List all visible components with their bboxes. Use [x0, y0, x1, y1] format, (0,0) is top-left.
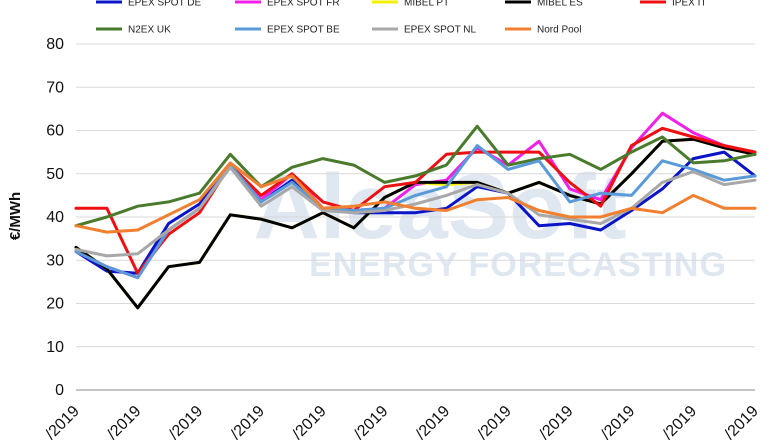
watermark-subtitle: ENERGY FORECASTING [309, 246, 727, 284]
legend-item: N2EX UK [96, 25, 171, 36]
x-tick-label: /2019 [660, 403, 700, 440]
legend-item: EPEX SPOT DE [96, 0, 202, 9]
legend-item: EPEX SPOT BE [235, 25, 340, 36]
watermark-logo-text: AleaSoft [253, 156, 626, 258]
x-tick-label: /2019 [289, 403, 329, 440]
series-line-epex-spot-de [74, 150, 757, 275]
x-tick-label: /2019 [166, 403, 206, 440]
series-line-n2ex-uk [74, 124, 757, 228]
series-line-ipex-it [74, 126, 757, 275]
y-tick-label: 30 [46, 252, 64, 269]
legend-item: MIBEL PT [372, 0, 449, 9]
y-axis: 0 10 20 30 40 50 60 70 80 [46, 36, 64, 399]
legend-label: EPEX SPOT DE [128, 0, 202, 9]
legend-item: EPEX SPOT FR [235, 0, 340, 9]
y-axis-label: €/MWh [7, 192, 24, 240]
x-tick-label: /2019 [536, 403, 576, 440]
y-tick-label: 60 [46, 123, 64, 140]
y-tick-label: 0 [55, 382, 64, 399]
legend-item: MIBEL ES [505, 0, 583, 9]
watermark: AleaSoft ENERGY FORECASTING [253, 156, 727, 284]
series-line-epex-spot-nl [74, 165, 757, 258]
legend-label: MIBEL ES [537, 0, 583, 9]
legend-item: Nord Pool [505, 25, 581, 36]
y-tick-label: 70 [46, 79, 64, 96]
legend-label: N2EX UK [128, 25, 171, 36]
legend: EPEX SPOT DE EPEX SPOT FR MIBEL PT MIBEL ES… [96, 0, 706, 36]
x-tick-label: /2019 [351, 403, 391, 440]
legend-label: MIBEL PT [404, 0, 449, 9]
y-tick-label: 20 [46, 296, 64, 313]
x-tick-label: /2019 [413, 403, 453, 440]
legend-label: Nord Pool [537, 25, 581, 36]
legend-item: EPEX SPOT NL [372, 25, 477, 36]
y-tick-label: 80 [46, 36, 64, 53]
legend-label: EPEX SPOT BE [267, 25, 340, 36]
series-lines [74, 111, 757, 310]
legend-item: IPEX IT [640, 0, 706, 9]
x-tick-label: /2019 [104, 403, 144, 440]
x-tick-label: /2019 [475, 403, 515, 440]
x-axis: /2019/2019/2019/2019/2019/2019/2019/2019… [42, 403, 761, 440]
legend-label: IPEX IT [672, 0, 706, 9]
y-tick-label: 10 [46, 339, 64, 356]
y-tick-label: 40 [46, 209, 64, 226]
x-tick-label: /2019 [721, 403, 761, 440]
y-tick-label: 50 [46, 166, 64, 183]
series-line-nord-pool [74, 161, 757, 234]
legend-label: EPEX SPOT NL [404, 25, 477, 36]
legend-label: EPEX SPOT FR [267, 0, 340, 9]
x-tick-label: /2019 [42, 403, 82, 440]
x-tick-label: /2019 [598, 403, 638, 440]
x-tick-label: /2019 [228, 403, 268, 440]
